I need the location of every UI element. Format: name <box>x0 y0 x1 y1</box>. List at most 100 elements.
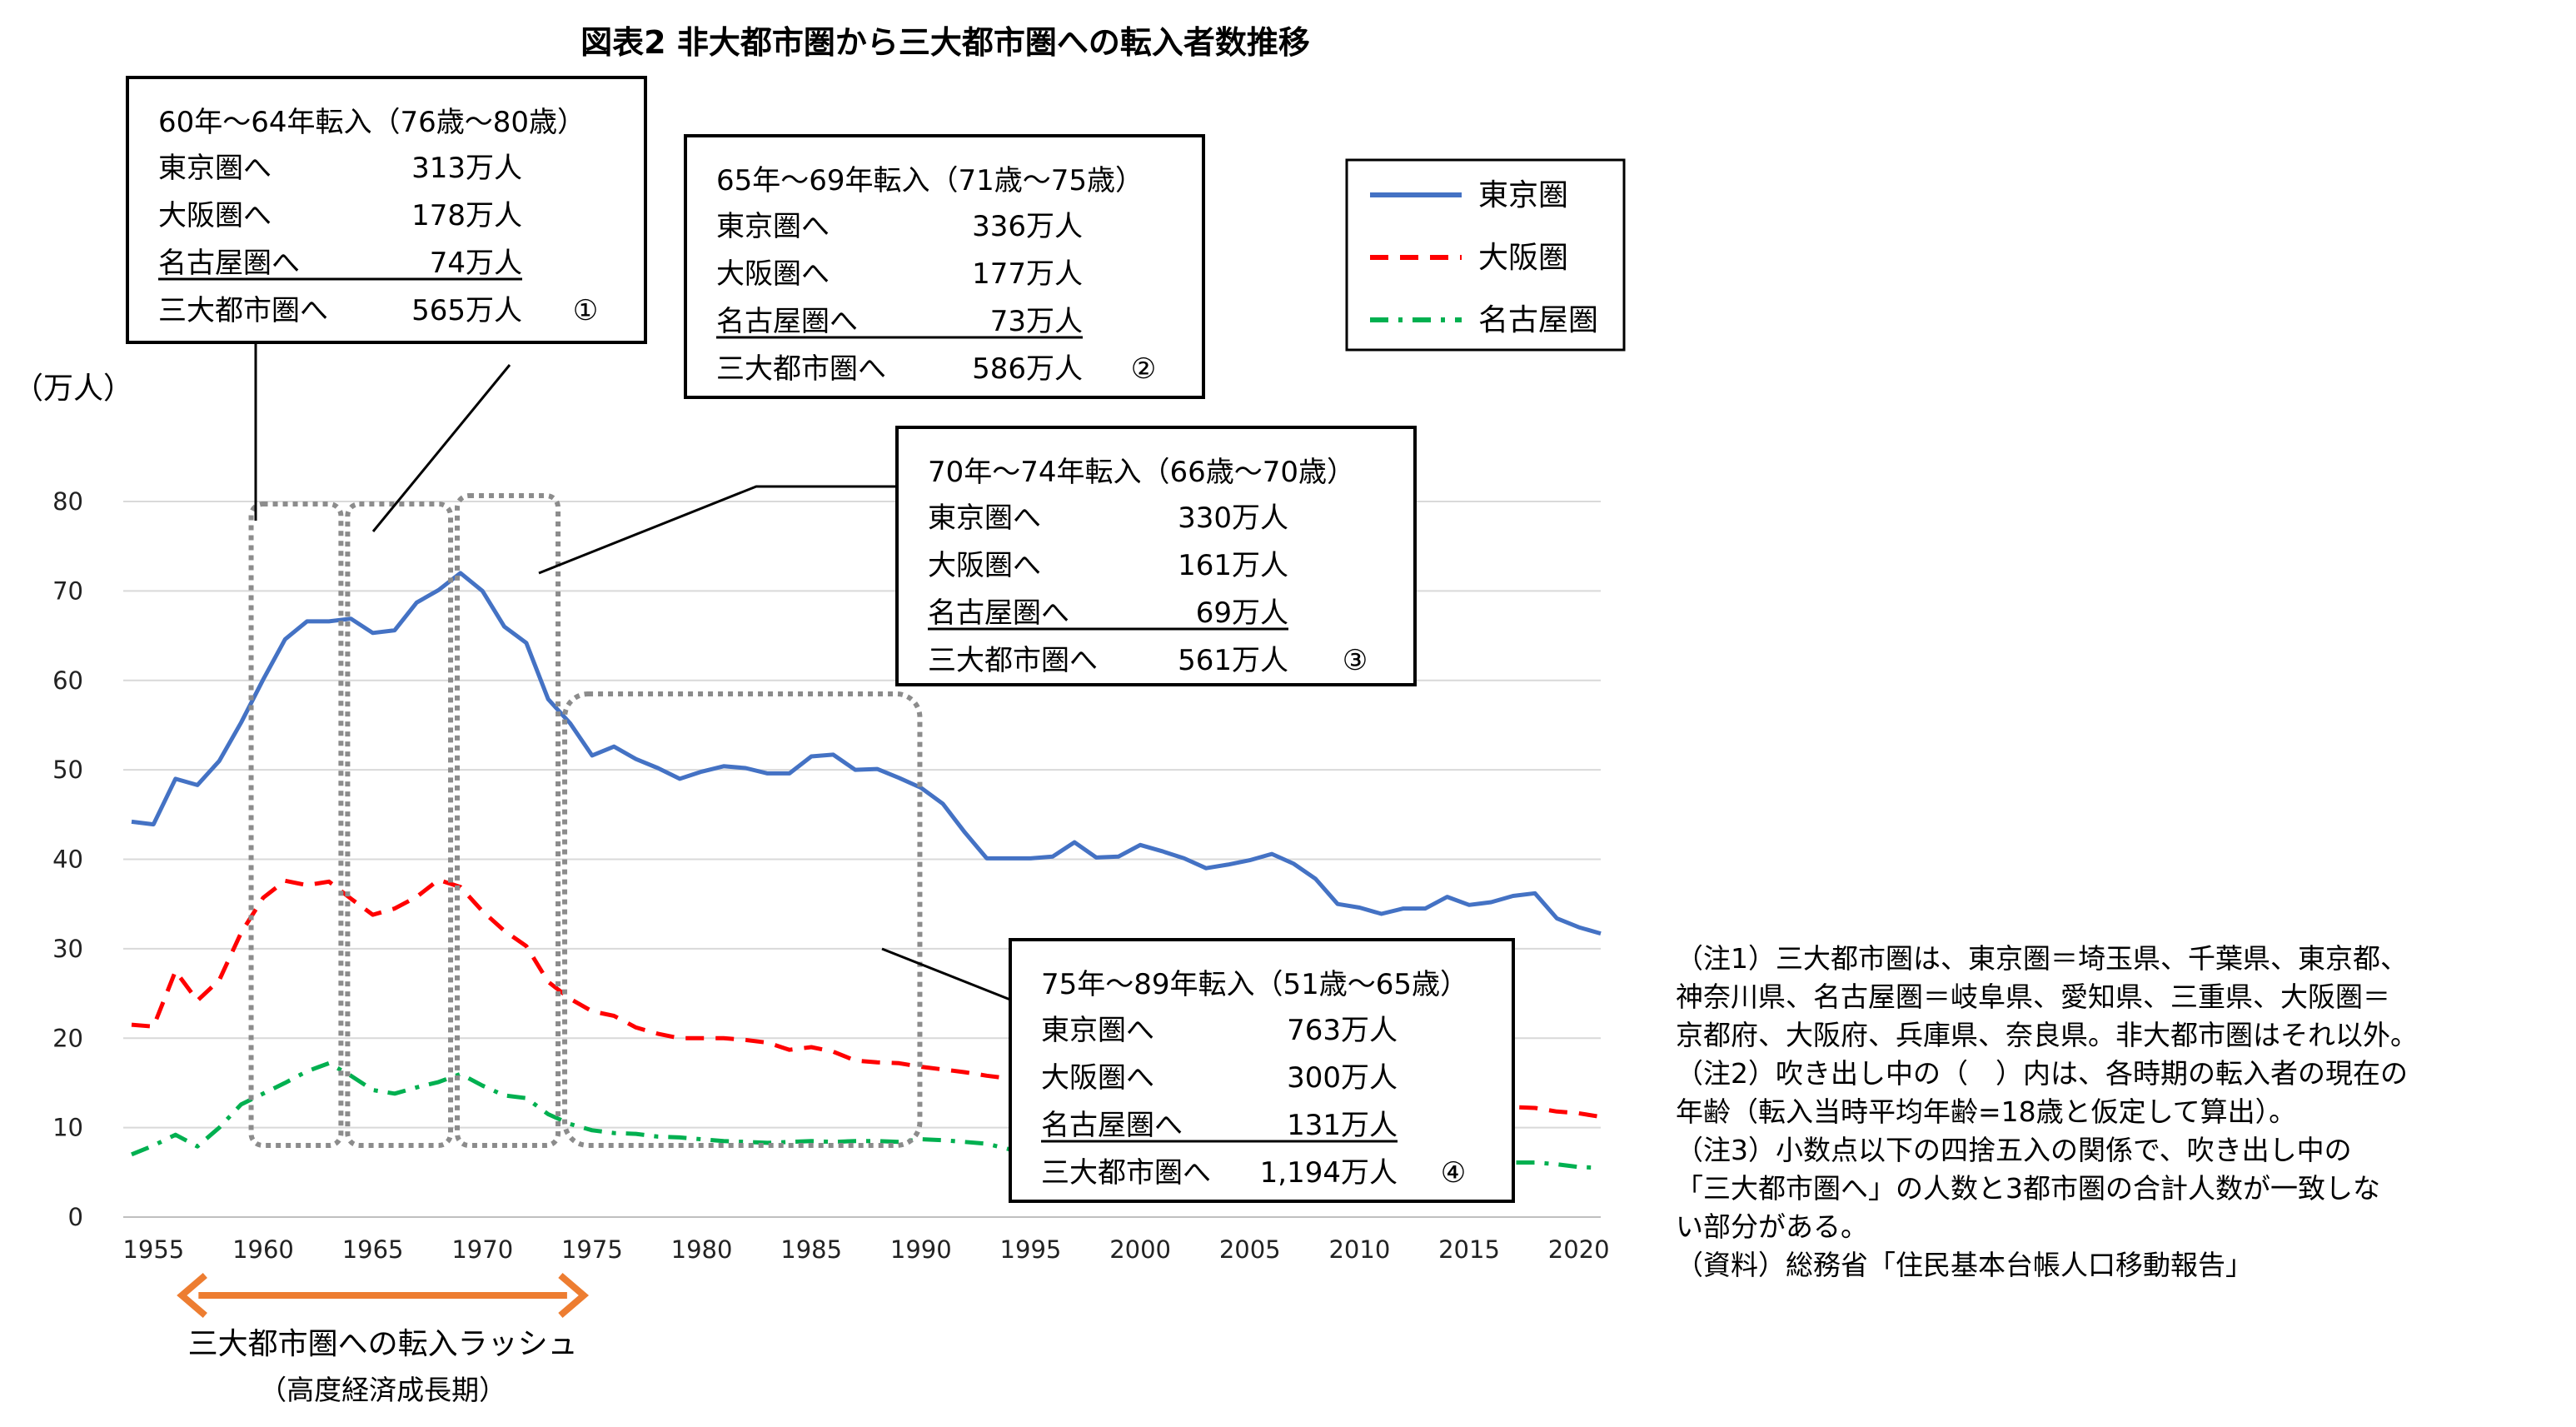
callout-row-label: 名古屋圏へ <box>1041 1109 1183 1142</box>
callout-row-label: 東京圏へ <box>158 152 272 185</box>
callout-connector <box>371 364 511 532</box>
callout-row-label: 三大都市圏へ <box>928 644 1098 677</box>
callout-row-label: 三大都市圏へ <box>1041 1156 1211 1190</box>
note-line: （注1）三大都市圏は、東京圏＝埼玉県、千葉県、東京都、 <box>1676 942 2408 975</box>
callout-row-value: 313万人 <box>411 152 522 185</box>
callout-box <box>1009 938 1515 1203</box>
callout-row-label: 三大都市圏へ <box>158 294 328 327</box>
callout-row-label: 東京圏へ <box>1041 1014 1154 1047</box>
callout-row-value: 73万人 <box>990 305 1083 338</box>
x-tick-label: 2005 <box>1219 1235 1281 1264</box>
callout-number: ② <box>1131 352 1156 386</box>
y-tick-label: 20 <box>52 1024 83 1052</box>
y-tick-labels: 0 10 20 30 40 50 60 70 80 <box>52 487 83 1231</box>
note-line: い部分がある。 <box>1676 1210 1868 1243</box>
highlight-periods <box>248 493 923 1148</box>
callout-row-value: 565万人 <box>411 294 522 327</box>
callout-header: 75年～89年転入（51歳～65歳） <box>1041 968 1468 1001</box>
x-tick-label: 2020 <box>1548 1235 1610 1264</box>
callout-header: 65年～69年転入（71歳～75歳） <box>716 164 1144 197</box>
callout-row-value: 336万人 <box>972 210 1083 243</box>
y-tick-label: 80 <box>52 487 83 516</box>
note-line: 「三大都市圏へ」の人数と3都市圏の合計人数が一致しな <box>1676 1172 2380 1205</box>
callout-row-label: 大阪圏へ <box>716 257 830 291</box>
callout-connector <box>881 947 1011 1001</box>
callout-box <box>126 76 647 344</box>
callout-row-label: 東京圏へ <box>928 501 1041 535</box>
callout-header: 60年～64年転入（76歳～80歳） <box>158 106 585 139</box>
callout-row-label: 名古屋圏へ <box>928 596 1069 630</box>
callout-row-value: 178万人 <box>411 199 522 232</box>
x-tick-label: 1985 <box>780 1235 842 1264</box>
callout-number: ③ <box>1343 644 1368 677</box>
y-tick-label: 10 <box>52 1114 83 1142</box>
callout-row-value: 74万人 <box>430 247 522 280</box>
x-tick-label: 1975 <box>561 1235 623 1264</box>
y-tick-label: 40 <box>52 846 83 874</box>
x-tick-label: 2015 <box>1438 1235 1500 1264</box>
callout-row-value: 161万人 <box>1178 549 1288 582</box>
arrow-head-right <box>558 1272 590 1319</box>
x-tick-label: 1970 <box>451 1235 513 1264</box>
legend-label: 東京圏 <box>1478 178 1568 212</box>
callout-header: 70年～74年転入（66歳～70歳） <box>928 456 1355 489</box>
callout-row-value: 586万人 <box>972 352 1083 386</box>
callout-number: ④ <box>1441 1156 1466 1190</box>
y-axis-label: （万人） <box>13 372 133 406</box>
callout-row-value: 561万人 <box>1178 644 1288 677</box>
boom-arrow: 三大都市圏への転入ラッシュ （高度経済成長期） <box>177 1272 590 1406</box>
callout-row-value: 763万人 <box>1287 1014 1398 1047</box>
highlight-box <box>345 501 454 1148</box>
note-line: （注2）吹き出し中の（ ）内は、各時期の転入者の現在の <box>1676 1057 2408 1090</box>
callout-row-value: 330万人 <box>1178 501 1288 535</box>
x-tick-label: 2000 <box>1109 1235 1171 1264</box>
highlight-box <box>562 691 923 1148</box>
x-tick-label: 1955 <box>122 1235 184 1264</box>
note-line: 年齢（転入当時平均年齢=18歳と仮定して算出）。 <box>1676 1095 2297 1128</box>
callout-row-value: 177万人 <box>972 257 1083 291</box>
callout-row-label: 名古屋圏へ <box>158 247 300 280</box>
y-tick-label: 30 <box>52 935 83 963</box>
note-line: （資料）総務省「住民基本台帳人口移動報告」 <box>1676 1249 2253 1281</box>
highlight-box <box>455 493 561 1148</box>
callout-connectors <box>254 342 1011 1001</box>
y-tick-label: 0 <box>68 1203 83 1231</box>
arrow-label: 三大都市圏への転入ラッシュ <box>188 1327 578 1361</box>
legend-label: 名古屋圏 <box>1478 303 1598 337</box>
series-line-東京圏 <box>131 571 1602 936</box>
note-line: 京都府、大阪府、兵庫県、奈良県。非大都市圏はそれ以外。 <box>1676 1019 2418 1051</box>
chart-title: 図表2 非大都市圏から三大都市圏への転入者数推移 <box>580 24 1310 61</box>
y-tick-label: 70 <box>52 576 83 605</box>
highlight-box <box>248 501 344 1148</box>
notes: （注1）三大都市圏は、東京圏＝埼玉県、千葉県、東京都、 神奈川県、名古屋圏＝岐阜… <box>1676 940 2571 1285</box>
legend-label: 大阪圏 <box>1478 241 1568 275</box>
callout-number: ① <box>573 294 598 327</box>
x-tick-labels: 1955 1960 1965 1970 1975 1980 1985 1990 1995 2000… <box>122 1235 1609 1264</box>
callout-box <box>895 426 1417 686</box>
x-tick-label: 1990 <box>890 1235 952 1264</box>
x-tick-label: 1995 <box>1000 1235 1062 1264</box>
note-line: （注3）小数点以下の四捨五入の関係で、吹き出し中の <box>1676 1134 2352 1166</box>
y-tick-label: 50 <box>52 756 83 784</box>
arrow-sublabel: （高度経済成長期） <box>259 1374 506 1406</box>
callout-row-label: 名古屋圏へ <box>716 305 858 338</box>
x-tick-label: 1965 <box>342 1235 404 1264</box>
callout-row-label: 三大都市圏へ <box>716 352 886 386</box>
callout-row-value: 1,194万人 <box>1260 1156 1398 1190</box>
callout-box <box>684 134 1205 399</box>
arrow-head-left <box>177 1272 207 1319</box>
callout-row-label: 大阪圏へ <box>158 199 272 232</box>
x-tick-label: 1980 <box>671 1235 733 1264</box>
callout-row-label: 東京圏へ <box>716 210 830 243</box>
x-tick-label: 1960 <box>232 1235 294 1264</box>
legend-box <box>1345 158 1626 352</box>
y-tick-label: 60 <box>52 666 83 695</box>
callout-connector <box>538 485 895 575</box>
